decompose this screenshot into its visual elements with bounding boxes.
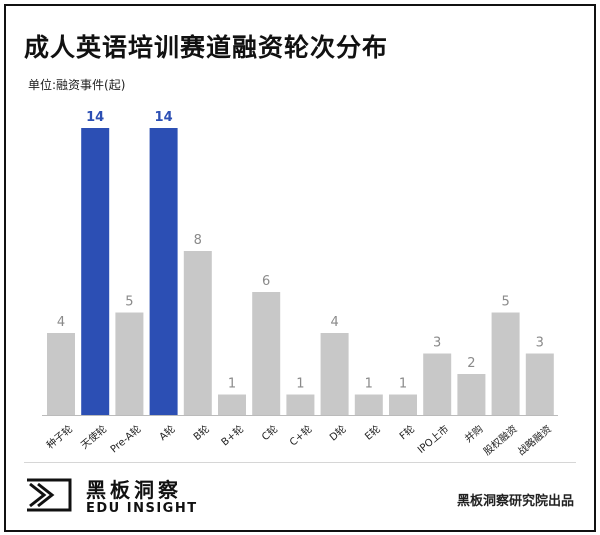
- bar-1: [47, 333, 75, 415]
- logo-mark-icon: [27, 478, 72, 512]
- bar-6: [218, 394, 246, 415]
- value-label: 14: [86, 110, 104, 125]
- value-label: 1: [228, 377, 236, 392]
- value-label: 6: [262, 274, 270, 289]
- category-label: E轮: [362, 422, 383, 442]
- value-label: 5: [501, 295, 509, 310]
- value-label: 3: [433, 336, 441, 351]
- category-label: A轮: [156, 422, 177, 443]
- bar-10: [354, 394, 383, 415]
- bar-4: [149, 128, 178, 415]
- bar-9: [320, 333, 349, 415]
- category-label: C轮: [259, 422, 280, 443]
- category-label: B+轮: [218, 422, 246, 448]
- bar-5: [183, 251, 212, 415]
- value-label: 5: [125, 295, 133, 310]
- category-label: 战略融资: [515, 422, 554, 456]
- value-label: 8: [194, 233, 202, 248]
- category-label: D轮: [327, 422, 349, 443]
- category-label: F轮: [397, 422, 417, 442]
- logo-name-en: EDU INSIGHT: [86, 501, 198, 516]
- category-label: 天使轮: [78, 422, 109, 451]
- category-label: IPO上市: [415, 422, 452, 456]
- bar-12: [423, 353, 452, 415]
- value-label: 14: [155, 110, 173, 125]
- bar-13: [457, 374, 486, 415]
- source-credit: 黑板洞察研究院出品: [456, 494, 574, 509]
- value-label: 2: [467, 356, 475, 371]
- bar-7: [252, 292, 281, 415]
- value-label: 4: [57, 315, 65, 330]
- bar-11: [389, 394, 417, 415]
- category-label: B轮: [191, 422, 212, 443]
- brand-logo: 黑板洞察 EDU INSIGHT: [26, 474, 236, 520]
- value-label: 1: [365, 377, 373, 392]
- bar-14: [491, 312, 520, 415]
- value-label: 4: [330, 315, 338, 330]
- value-label: 1: [399, 377, 407, 392]
- logo-name-cn: 黑板洞察: [86, 478, 182, 502]
- bar-3: [115, 312, 144, 415]
- footer-divider: [24, 462, 576, 463]
- category-label: Pre-A轮: [107, 422, 143, 455]
- chart-title: 成人英语培训赛道融资轮次分布: [24, 33, 389, 62]
- value-label: 1: [296, 377, 304, 392]
- bars-group: [47, 128, 554, 415]
- bar-15: [525, 353, 554, 415]
- unit-label: 单位:融资事件(起): [28, 78, 126, 92]
- category-label: C+轮: [287, 422, 315, 448]
- category-label: 股权融资: [481, 422, 520, 456]
- bar-8: [286, 394, 315, 415]
- category-label: 种子轮: [44, 422, 75, 451]
- chart-frame: 成人英语培训赛道融资轮次分布 单位:融资事件(起) 4 14 5 14 8 1 6 1 4 1 1 3…: [4, 4, 596, 532]
- category-label: 并购: [462, 422, 486, 445]
- value-label: 3: [536, 336, 544, 351]
- bar-2: [81, 128, 110, 415]
